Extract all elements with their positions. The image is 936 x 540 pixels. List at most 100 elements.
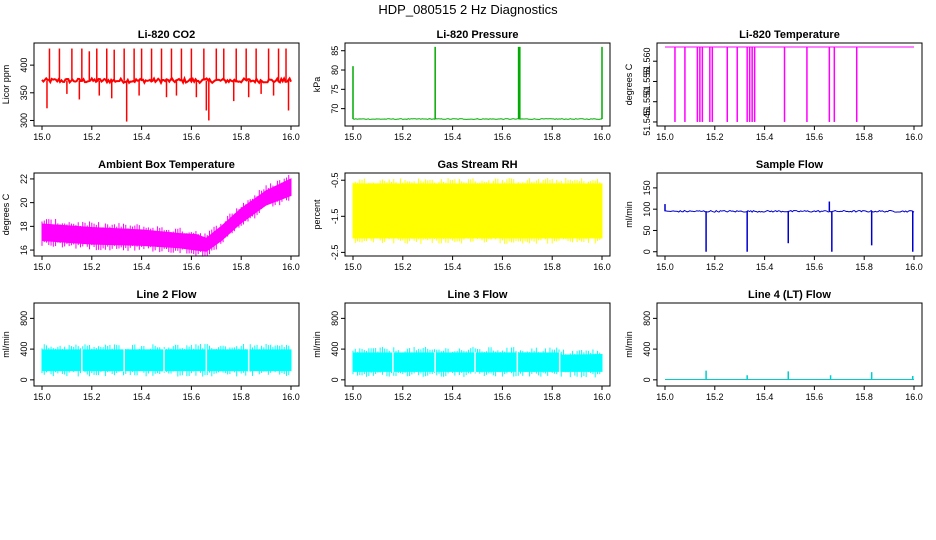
y-axis-label: ml/min — [312, 331, 322, 358]
y-tick-label: 300 — [19, 113, 29, 128]
plot-frame — [656, 302, 923, 387]
plot-frame — [344, 42, 611, 127]
data-layer — [41, 343, 292, 377]
x-tick-label: 15.6 — [494, 392, 512, 402]
x-tick-label: 15.4 — [133, 262, 151, 272]
plot-frame — [344, 172, 611, 257]
y-tick-label: 50 — [642, 225, 652, 235]
chart-panel: Line 4 (LT) Flow ml/min 15.0 15.2 15.4 15.6 15… — [624, 289, 923, 402]
y-axis-label: Licor ppm — [1, 65, 11, 105]
data-layer — [664, 201, 915, 252]
x-tick-label: 15.6 — [806, 392, 824, 402]
data-layer — [352, 46, 603, 120]
data-layer — [665, 370, 914, 380]
x-tick-label: 15.2 — [394, 132, 412, 142]
y-tick-label: 800 — [642, 311, 652, 326]
y-tick-label: 18 — [19, 221, 29, 231]
x-tick-label: 16.0 — [905, 262, 923, 272]
x-tick-label: 15.6 — [183, 132, 201, 142]
panel-title: Line 4 (LT) Flow — [748, 289, 831, 301]
x-tick-label: 16.0 — [593, 392, 611, 402]
panel-title: Ambient Box Temperature — [98, 159, 235, 171]
y-tick-label: 51.545 — [642, 108, 652, 136]
y-tick-label: 150 — [642, 180, 652, 195]
x-tick-label: 15.4 — [756, 262, 774, 272]
data-layer — [41, 174, 292, 257]
chart-panel: Li-820 Temperature degrees C 15.0 15.2 15.4 1… — [624, 29, 923, 142]
y-tick-label: 51.550 — [642, 88, 652, 116]
x-tick-label: 16.0 — [282, 132, 300, 142]
y-tick-label: -1.5 — [330, 209, 340, 225]
panel-title: Line 3 Flow — [448, 289, 508, 301]
panel-title: Line 2 Flow — [137, 289, 197, 301]
y-tick-label: 400 — [19, 342, 29, 357]
y-tick-label: 85 — [330, 46, 340, 56]
data-layer — [352, 347, 603, 378]
y-tick-label: 51.555 — [642, 68, 652, 96]
plot-frame — [33, 302, 300, 387]
x-tick-label: 15.2 — [394, 262, 412, 272]
y-tick-label: 0 — [330, 377, 340, 382]
x-tick-label: 16.0 — [593, 262, 611, 272]
x-tick-label: 15.8 — [543, 132, 561, 142]
y-tick-label: 350 — [19, 85, 29, 100]
x-tick-label: 15.4 — [444, 392, 462, 402]
x-tick-label: 15.0 — [33, 262, 51, 272]
x-tick-label: 16.0 — [282, 262, 300, 272]
x-tick-label: 15.0 — [344, 392, 362, 402]
plot-frame — [656, 172, 923, 257]
y-axis-label: kPa — [312, 77, 322, 93]
chart-panel: Ambient Box Temperature degrees C 15.0 15.2… — [1, 159, 300, 272]
x-tick-label: 15.8 — [543, 262, 561, 272]
y-tick-label: 400 — [642, 342, 652, 357]
y-axis-label: ml/min — [624, 201, 634, 228]
y-tick-label: 0 — [642, 377, 652, 382]
y-tick-label: 0 — [642, 249, 652, 254]
x-tick-label: 15.8 — [232, 262, 250, 272]
x-tick-label: 15.2 — [394, 392, 412, 402]
plot-frame — [33, 42, 300, 127]
plot-frame — [656, 42, 923, 127]
y-tick-label: 100 — [642, 202, 652, 217]
chart-panel: Li-820 CO2 Licor ppm 15.0 15.2 15.4 15.6 15.8 1… — [1, 29, 300, 142]
x-tick-label: 15.6 — [806, 262, 824, 272]
data-series-line — [352, 118, 602, 120]
x-tick-label: 15.0 — [656, 392, 674, 402]
data-series-line — [41, 75, 292, 86]
y-tick-label: 800 — [330, 311, 340, 326]
x-tick-label: 15.2 — [706, 392, 724, 402]
x-tick-label: 16.0 — [905, 132, 923, 142]
x-tick-label: 15.4 — [133, 132, 151, 142]
y-tick-label: 400 — [330, 342, 340, 357]
x-tick-label: 15.0 — [33, 392, 51, 402]
data-layer — [41, 48, 292, 122]
x-tick-label: 15.0 — [33, 132, 51, 142]
x-tick-label: 15.8 — [855, 132, 873, 142]
chart-panel: Li-820 Pressure kPa 15.0 15.2 15.4 15.6 15.8 16… — [312, 29, 611, 142]
x-tick-label: 15.6 — [494, 132, 512, 142]
x-tick-label: 15.2 — [706, 132, 724, 142]
y-tick-label: 80 — [330, 65, 340, 75]
plot-frame — [344, 302, 611, 387]
y-axis-label: ml/min — [1, 331, 11, 358]
y-tick-label: -0.5 — [330, 172, 340, 188]
panel-title: Li-820 Pressure — [437, 29, 519, 41]
x-tick-label: 15.4 — [444, 262, 462, 272]
x-tick-label: 15.8 — [543, 392, 561, 402]
data-layer — [665, 46, 914, 122]
chart-panel: Sample Flow ml/min 15.0 15.2 15.4 15.6 15.8 16.… — [624, 159, 923, 272]
y-axis-label: percent — [312, 199, 322, 230]
panel-title: Gas Stream RH — [437, 159, 517, 171]
x-tick-label: 15.0 — [344, 132, 362, 142]
chart-panel: Gas Stream RH percent 15.0 15.2 15.4 15.6 15.8… — [312, 159, 611, 272]
panel-title: Li-820 Temperature — [739, 29, 840, 41]
y-tick-label: 20 — [19, 198, 29, 208]
x-tick-label: 15.0 — [344, 262, 362, 272]
x-tick-label: 15.4 — [756, 392, 774, 402]
y-axis-label: degrees C — [624, 63, 634, 105]
panel-title: Li-820 CO2 — [138, 29, 195, 41]
x-tick-label: 15.8 — [855, 392, 873, 402]
y-tick-label: 0 — [19, 377, 29, 382]
x-tick-label: 15.2 — [83, 132, 101, 142]
